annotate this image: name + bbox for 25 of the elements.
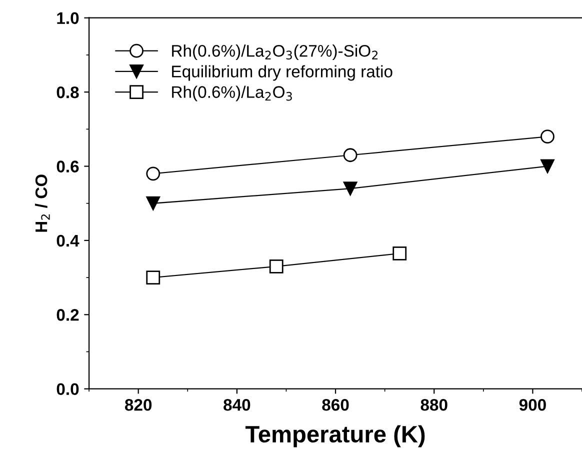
point: [540, 130, 554, 144]
point: [343, 148, 358, 162]
point: [343, 182, 358, 196]
point: [146, 196, 160, 210]
y-tick-label: 0.4: [56, 234, 80, 247]
y-tick-label: 0.6: [56, 160, 79, 172]
y-axis-title: H$_{2}$ / CO: [34, 174, 50, 232]
y-tick-label: 0.8: [56, 86, 79, 98]
x-axis-title: Temperature (K): [245, 425, 425, 448]
legend-label: Equilibrium dry reforming ratio: [172, 65, 392, 81]
y-tick-label: 0.2: [56, 309, 79, 321]
x-tick-label: 900: [519, 399, 546, 411]
y-tick-label: 0.0: [56, 383, 79, 396]
legend-label: Rh(0.6%)/La$_{2}$O$_{3}$: [172, 86, 292, 102]
y-tick-label: 1.0: [57, 12, 79, 24]
x-tick-label: 880: [420, 399, 448, 411]
x-tick-label: 860: [322, 399, 349, 411]
x-tick-label: 840: [224, 399, 250, 411]
x-tick-label: 820: [124, 399, 152, 411]
point: [269, 259, 284, 274]
legend-label: Rh(0.6%)/La$_{2}$O$_{3}$(27%)-SiO$_{2}$: [172, 44, 378, 60]
point: [146, 166, 160, 181]
point: [392, 246, 407, 260]
point: [540, 159, 554, 174]
point: [146, 270, 160, 284]
